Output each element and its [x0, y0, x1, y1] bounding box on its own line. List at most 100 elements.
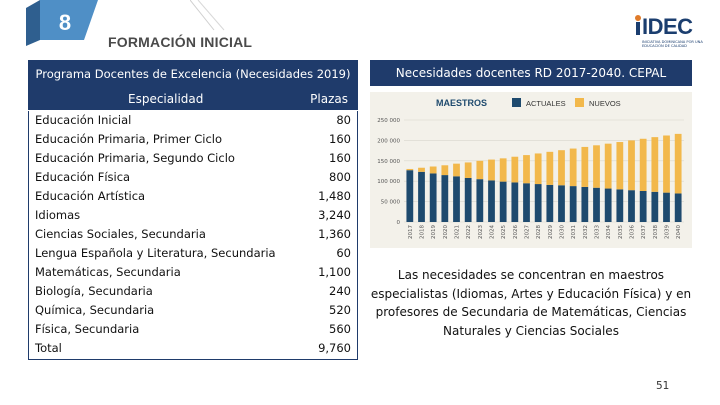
y-tick-label: 200 000 — [377, 138, 400, 144]
especialidad-cell: Química, Secundaria — [35, 303, 155, 317]
plazas-cell: 60 — [336, 246, 351, 260]
x-tick-label: 2025 — [501, 225, 507, 239]
bar-actuales — [429, 173, 437, 222]
teacher-needs-chart: MAESTROS ACTUALES NUEVOS 0 50 000 100 000 150 … — [370, 92, 692, 248]
idec-logo: IDEC INICIATIVA DOMINICANA POR UNA EDUCA… — [628, 14, 714, 54]
table-header: Programa Docentes de Excelencia (Necesid… — [28, 60, 358, 110]
especialidad-cell: Total — [35, 341, 62, 355]
especialidad-cell: Biología, Secundaria — [35, 284, 153, 298]
plazas-cell: 1,100 — [318, 265, 351, 279]
x-tick-label: 2037 — [641, 225, 647, 239]
bar-actuales — [569, 186, 577, 222]
x-tick-label: 2027 — [525, 225, 531, 239]
bar-nuevos — [476, 160, 484, 180]
x-tick-label: 2020 — [443, 225, 449, 239]
plazas-cell: 560 — [329, 322, 351, 336]
bar-actuales — [488, 180, 495, 222]
y-tick-label: 250 000 — [377, 118, 400, 124]
x-tick-label: 2028 — [536, 225, 542, 239]
bar-actuales — [674, 193, 682, 222]
bar-actuales — [604, 188, 612, 222]
bar-nuevos — [663, 135, 670, 193]
table-row: Educación Inicial 80 — [29, 111, 357, 130]
slide-number: 8 — [58, 10, 72, 35]
x-tick-label: 2030 — [560, 225, 566, 239]
bar-actuales — [651, 191, 659, 222]
bar-nuevos — [581, 146, 589, 187]
bar-actuales — [593, 187, 600, 222]
bar-nuevos — [499, 158, 507, 182]
x-tick-label: 2033 — [595, 225, 601, 239]
plazas-cell: 160 — [329, 151, 351, 165]
x-tick-label: 2019 — [431, 225, 437, 239]
especialidad-cell: Lengua Española y Literatura, Secundaria — [35, 246, 276, 260]
plazas-cell: 3,240 — [318, 208, 351, 222]
x-tick-label: 2029 — [548, 225, 554, 239]
plazas-cell: 80 — [336, 113, 351, 127]
table-row: Química, Secundaria 520 — [29, 301, 357, 320]
bar-actuales — [616, 189, 624, 222]
x-tick-label: 2026 — [513, 225, 519, 239]
especialidad-cell: Matemáticas, Secundaria — [35, 265, 181, 279]
table-row: Matemáticas, Secundaria 1,100 — [29, 263, 357, 282]
y-tick-label: 50 000 — [381, 200, 401, 206]
bar-actuales — [581, 186, 589, 222]
x-tick-label: 2021 — [455, 225, 461, 239]
table-row: Lengua Española y Literatura, Secundaria… — [29, 244, 357, 263]
x-tick-label: 2034 — [606, 225, 612, 239]
x-tick-label: 2038 — [653, 225, 659, 239]
x-tick-label: 2017 — [408, 225, 414, 239]
legend-label-nuevos: NUEVOS — [589, 99, 621, 108]
bar-actuales — [406, 170, 414, 222]
bar-actuales — [418, 171, 425, 222]
plazas-cell: 9,760 — [318, 341, 351, 355]
legend-label-actuales: ACTUALES — [526, 99, 566, 108]
chart-source-title: Necesidades docentes RD 2017-2040. CEPAL — [370, 60, 692, 86]
especialidad-cell: Idiomas — [35, 208, 81, 222]
bar-actuales — [511, 182, 519, 222]
plazas-cell: 520 — [329, 303, 351, 317]
column-header-plazas: Plazas — [310, 92, 348, 106]
especialidad-cell: Educación Física — [35, 170, 131, 184]
bar-nuevos — [558, 150, 565, 186]
bar-nuevos — [429, 166, 437, 174]
bar-nuevos — [546, 151, 554, 185]
especialidad-cell: Educación Primaria, Segundo Ciclo — [35, 151, 235, 165]
bar-actuales — [523, 183, 530, 222]
table-row: Idiomas 3,240 — [29, 206, 357, 225]
chart-title: MAESTROS — [436, 98, 487, 108]
section-title: FORMACIÓN INICIAL — [108, 34, 253, 50]
bar-actuales — [628, 190, 635, 222]
x-tick-label: 2024 — [490, 225, 496, 239]
x-tick-label: 2036 — [630, 225, 636, 239]
bar-nuevos — [406, 168, 414, 171]
especialidad-cell: Educación Primaria, Primer Ciclo — [35, 132, 223, 146]
x-tick-label: 2022 — [466, 225, 472, 239]
bar-nuevos — [628, 140, 635, 191]
bar-nuevos — [453, 163, 460, 177]
x-tick-label: 2035 — [618, 225, 624, 239]
bar-nuevos — [418, 167, 425, 172]
summary-text: Las necesidades se concentran en maestro… — [370, 268, 692, 338]
legend-swatch-actuales — [512, 98, 521, 107]
x-tick-label: 2023 — [478, 225, 484, 239]
bar-actuales — [441, 175, 449, 222]
logo-mark-icon — [635, 15, 641, 35]
bar-actuales — [534, 184, 542, 222]
bar-nuevos — [464, 162, 472, 178]
bar-nuevos — [651, 137, 659, 192]
especialidad-cell: Educación Inicial — [35, 113, 132, 127]
bar-nuevos — [511, 156, 519, 183]
bar-actuales — [639, 190, 647, 222]
table-row: Física, Secundaria 560 — [29, 320, 357, 339]
decorative-lines — [190, 0, 225, 31]
y-tick-label: 100 000 — [377, 179, 400, 185]
logo-subtitle: INICIATIVA DOMINICANA POR UNA EDUCACIÓN … — [642, 40, 703, 49]
logo-text: IDEC — [642, 14, 693, 39]
chart-canvas: MAESTROS ACTUALES NUEVOS 0 50 000 100 000 150 … — [377, 98, 684, 239]
bar-actuales — [464, 177, 472, 222]
slide-badge — [26, 0, 98, 46]
bar-nuevos — [523, 155, 530, 184]
bar-nuevos — [534, 153, 542, 185]
legend-swatch-nuevos — [575, 98, 584, 107]
